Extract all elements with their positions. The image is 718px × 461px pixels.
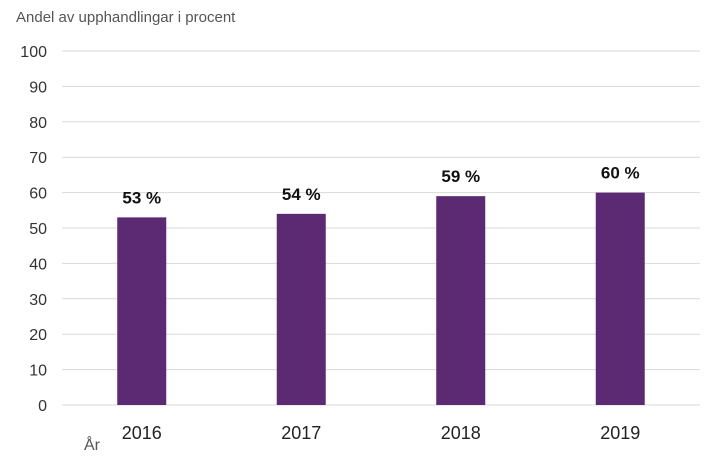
x-tick-labels: 2016 2017 2018 2019	[122, 423, 641, 443]
data-label-2016: 53 %	[122, 188, 161, 207]
x-tick-label-2016: 2016	[122, 423, 162, 443]
y-tick-label: 60	[29, 186, 47, 203]
y-tick-label: 20	[29, 327, 47, 344]
x-tick-label-2017: 2017	[281, 423, 321, 443]
data-label-2017: 54 %	[282, 185, 321, 204]
y-tick-label: 100	[20, 44, 47, 61]
data-label-2018: 59 %	[441, 167, 480, 186]
y-tick-label: 10	[29, 363, 47, 380]
data-label-2019: 60 %	[601, 164, 640, 183]
y-tick-label: 70	[29, 150, 47, 167]
y-axis-title: Andel av upphandlingar i procent	[16, 9, 236, 26]
y-tick-label: 90	[29, 79, 47, 96]
y-tick-label: 80	[29, 115, 47, 132]
bar-2016	[117, 217, 167, 405]
x-axis-title: År	[84, 435, 101, 454]
gridlines	[62, 50, 700, 406]
x-tick-label-2018: 2018	[441, 423, 481, 443]
y-tick-label: 0	[38, 398, 47, 415]
y-tick-label: 30	[29, 292, 47, 309]
bars	[117, 192, 645, 405]
y-tick-labels: 0 10 20 30 40 50 60 70 80 90 100	[20, 44, 47, 415]
y-tick-label: 50	[29, 221, 47, 238]
x-tick-label-2019: 2019	[600, 423, 640, 443]
bar-2019	[595, 192, 645, 405]
bar-2017	[276, 213, 326, 405]
y-tick-label: 40	[29, 256, 47, 273]
bar-2018	[436, 196, 486, 405]
data-labels: 53 % 54 % 59 % 60 %	[122, 164, 639, 208]
